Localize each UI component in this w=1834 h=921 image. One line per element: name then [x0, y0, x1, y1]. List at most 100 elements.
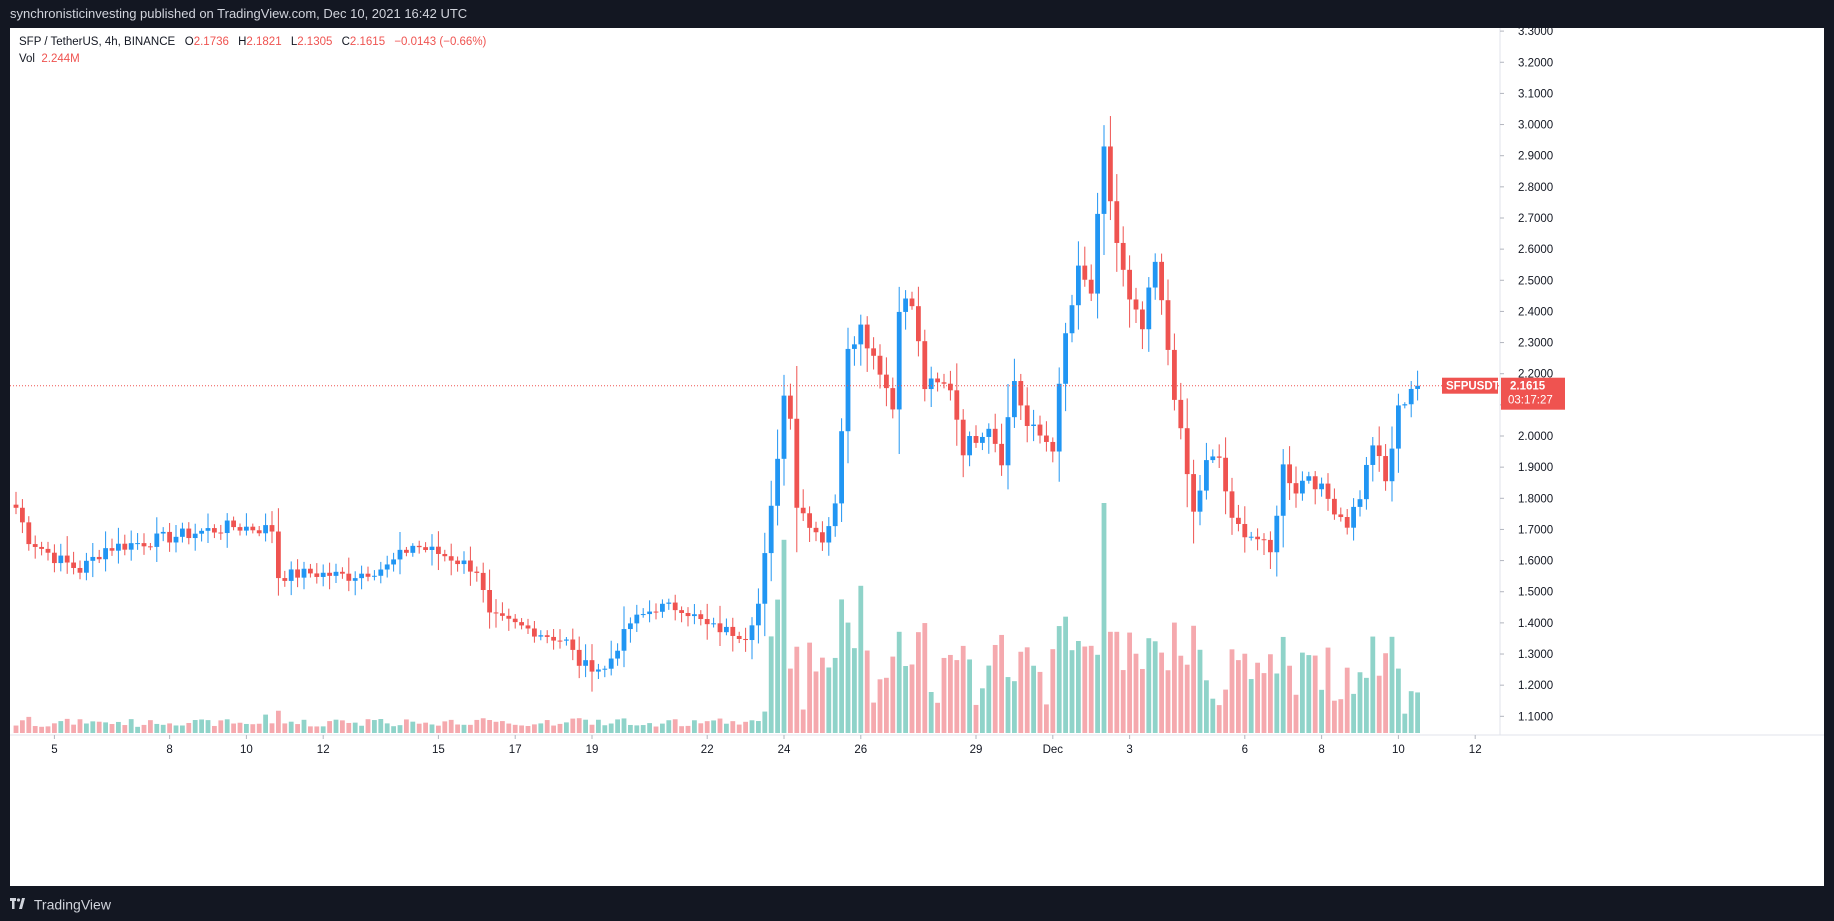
candle-body: [1037, 424, 1043, 436]
candle-body: [871, 348, 876, 356]
candle-body: [589, 660, 595, 672]
candle-body: [1255, 536, 1260, 540]
candle-body: [1184, 428, 1190, 475]
tradingview-logo-icon[interactable]: [10, 898, 26, 910]
time-tick-label: 5: [51, 744, 57, 756]
last-price-badge: SFPUSDT 2.1615 03:17:27: [1442, 377, 1565, 410]
candle-body: [794, 418, 800, 508]
volume-bar: [1146, 638, 1152, 733]
brand-name[interactable]: TradingView: [33, 896, 111, 913]
candle-body: [372, 575, 377, 577]
candle-body: [423, 547, 428, 550]
candle-body: [397, 549, 403, 560]
time-tick-label: 29: [970, 744, 983, 756]
candle-body: [813, 527, 819, 533]
candle-body: [384, 564, 390, 570]
volume-bar: [935, 702, 940, 733]
candle-body: [1261, 539, 1267, 541]
volume-bar: [749, 720, 755, 733]
price-scale[interactable]: 3.3000 3.2000 3.1000 3.0000 2.9000 2.8000 2.70…: [1500, 28, 1553, 723]
candle-body: [935, 378, 940, 383]
volume-bar: [1274, 673, 1280, 733]
volume-bar: [871, 702, 876, 733]
change-value: −0.0143 (−0.66%): [394, 36, 487, 48]
volume-bar: [1312, 655, 1318, 733]
volume-bar: [455, 724, 460, 733]
candle-body: [1031, 424, 1036, 426]
volume-bar: [487, 720, 492, 733]
volume-bar: [1050, 649, 1056, 733]
volume-bar: [378, 719, 384, 733]
volume-bar: [333, 719, 339, 733]
volume-bar: [429, 724, 435, 733]
volume-bar: [922, 623, 928, 733]
candle-body: [218, 532, 224, 534]
volume-bar: [1197, 649, 1203, 733]
candle-body: [141, 543, 147, 547]
price-tick-label: 2.5000: [1518, 275, 1553, 287]
candle-body: [1063, 333, 1068, 384]
candle-body: [1229, 491, 1235, 518]
volume-bar: [1300, 652, 1305, 733]
price-tick-label: 1.1000: [1518, 711, 1553, 723]
candle-body: [71, 562, 76, 568]
candle-body: [570, 639, 576, 650]
candle-body: [1005, 417, 1011, 466]
volume-bar: [692, 720, 697, 733]
time-tick-label: 10: [1392, 744, 1405, 756]
price-tick-label: 1.3000: [1518, 649, 1553, 661]
candle-body: [1351, 506, 1356, 528]
candle-body: [922, 341, 928, 390]
volume-bar: [205, 720, 211, 733]
volume-bar: [724, 723, 729, 733]
candle-body: [1389, 448, 1395, 482]
candle-body: [359, 573, 364, 579]
volume-bar: [743, 721, 748, 733]
candle-body: [116, 543, 121, 551]
candle-body: [404, 549, 409, 553]
volume-bar: [807, 642, 812, 733]
volume-bar: [762, 711, 768, 733]
volume-bar: [660, 723, 665, 733]
candle-body: [685, 612, 691, 617]
candle-body: [679, 610, 684, 613]
symbol-title[interactable]: SFP / TetherUS, 4h, BINANCE: [19, 36, 176, 48]
candle-body: [1408, 388, 1414, 405]
time-tick-label: 8: [166, 744, 172, 756]
candle-body: [410, 545, 416, 553]
chart-area[interactable]: 3.3000 3.2000 3.1000 3.0000 2.9000 2.8000 2.70…: [10, 28, 1824, 886]
volume-bar: [39, 726, 44, 733]
price-chart[interactable]: 3.3000 3.2000 3.1000 3.0000 2.9000 2.8000 2.70…: [10, 28, 1824, 886]
candle-body: [1146, 287, 1152, 330]
candle-body: [768, 505, 774, 554]
volume-bar: [1127, 632, 1132, 733]
volume-bar: [71, 724, 76, 733]
candle-body: [1082, 265, 1088, 280]
candle-body: [442, 553, 448, 557]
volume-bar: [960, 645, 966, 733]
candle-body: [1216, 456, 1222, 458]
candle-body: [1306, 476, 1312, 481]
candle-body: [173, 536, 179, 543]
volume-label[interactable]: Vol: [19, 53, 35, 65]
price-tick-label: 1.8000: [1518, 493, 1553, 505]
candle-body: [52, 552, 57, 564]
time-scale[interactable]: 5 8 10 12 15 17 19 22 24 26 29 Dec 3 6 8 10 12: [51, 735, 1482, 756]
volume-bar: [1037, 671, 1043, 733]
volume-bar: [506, 723, 512, 733]
candle-body: [519, 622, 524, 626]
candle-body: [916, 306, 921, 342]
volume-bar: [416, 723, 422, 733]
volume-bar: [634, 725, 640, 733]
candle-body: [730, 626, 736, 636]
volume-bar: [500, 721, 505, 733]
candle-body: [378, 569, 384, 576]
candle-body: [160, 531, 166, 534]
volume-bar: [628, 724, 633, 733]
candle-body: [1376, 445, 1382, 457]
footer-bar: TradingView: [0, 886, 1834, 920]
candle-body: [583, 660, 588, 666]
price-tick-label: 2.0000: [1518, 431, 1553, 443]
candle-body: [980, 436, 985, 443]
volume-bar: [736, 724, 742, 733]
